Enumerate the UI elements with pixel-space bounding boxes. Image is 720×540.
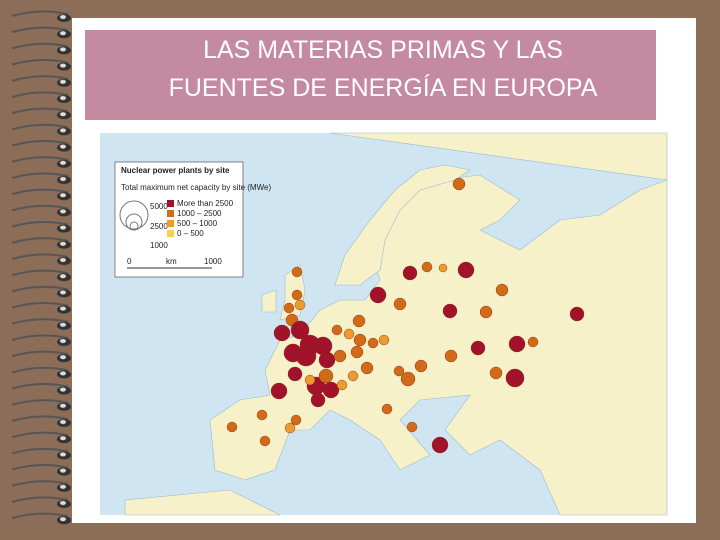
power-plant <box>527 336 539 348</box>
power-plant <box>569 306 585 322</box>
power-plant <box>350 345 364 359</box>
power-plant <box>400 371 416 387</box>
power-plant <box>333 349 347 363</box>
africa <box>124 489 281 516</box>
power-plant <box>381 403 393 415</box>
legend-box <box>114 161 244 278</box>
power-plant <box>406 421 418 433</box>
power-plant <box>304 374 316 386</box>
power-plant <box>226 421 238 433</box>
size-label: 5000 <box>150 202 168 211</box>
power-plant <box>505 368 525 388</box>
power-plant <box>318 368 334 384</box>
power-plant <box>318 351 336 369</box>
power-plant <box>360 361 374 375</box>
power-plant <box>322 381 340 399</box>
power-plant <box>283 302 295 314</box>
legend-label: More than 2500 <box>177 199 234 208</box>
binding <box>0 10 80 525</box>
scale-end: 1000 <box>204 257 222 266</box>
power-plant <box>343 328 355 340</box>
power-plant <box>444 349 458 363</box>
legend-subtitle: Total maximum net capacity by site (MWe) <box>121 183 271 192</box>
power-plant <box>287 366 303 382</box>
legend-label: 0 – 500 <box>177 229 204 238</box>
legend-swatch <box>167 220 174 227</box>
title-line-2: FUENTES DE ENERGÍA EN EUROPA <box>169 73 598 102</box>
size-circle <box>119 200 149 230</box>
power-plant <box>470 340 486 356</box>
power-plant <box>295 345 317 367</box>
power-plant <box>310 392 326 408</box>
power-plant <box>290 414 302 426</box>
power-plant <box>291 289 303 301</box>
power-plant <box>270 382 288 400</box>
power-plant <box>508 335 526 353</box>
legend: Nuclear power plants by site Total maxim… <box>114 161 271 278</box>
size-label: 1000 <box>150 241 168 250</box>
power-plants <box>226 177 585 454</box>
power-plant <box>259 435 271 447</box>
legend-label: 1000 – 2500 <box>177 209 222 218</box>
power-plant <box>452 177 466 191</box>
power-plant <box>489 366 503 380</box>
legend-label: 500 – 1000 <box>177 219 218 228</box>
ireland <box>261 289 277 313</box>
power-plant <box>336 379 348 391</box>
power-plant <box>353 333 367 347</box>
legend-title: Nuclear power plants by site <box>121 166 230 175</box>
power-plant <box>294 299 306 311</box>
power-plant <box>284 422 296 434</box>
scandinavia <box>334 164 471 286</box>
power-plant <box>457 261 475 279</box>
legend-swatch <box>167 210 174 217</box>
power-plant <box>331 324 343 336</box>
legend-swatch <box>167 200 174 207</box>
power-plant <box>367 337 379 349</box>
power-plant <box>291 266 303 278</box>
power-plant <box>431 436 449 454</box>
power-plant <box>347 370 359 382</box>
power-plant <box>414 359 428 373</box>
power-plant <box>479 305 493 319</box>
power-plant <box>442 303 458 319</box>
size-label: 2500 <box>150 222 168 231</box>
legend-swatch <box>167 230 174 237</box>
power-plant <box>393 297 407 311</box>
power-plant <box>290 320 310 340</box>
power-plant <box>438 263 448 273</box>
power-plant <box>393 365 405 377</box>
scale-unit: km <box>166 257 177 266</box>
power-plant <box>378 334 390 346</box>
power-plant <box>369 286 387 304</box>
title-line-1: LAS MATERIAS PRIMAS Y LAS <box>203 36 563 64</box>
scale-start: 0 <box>127 257 132 266</box>
power-plant <box>495 283 509 297</box>
power-plant <box>421 261 433 273</box>
power-plant <box>352 314 366 328</box>
title-box <box>85 30 656 120</box>
size-circle <box>129 221 139 231</box>
map <box>100 132 668 516</box>
power-plant <box>402 265 418 281</box>
mainland <box>209 132 668 516</box>
power-plant <box>256 409 268 421</box>
power-plant <box>273 324 291 342</box>
